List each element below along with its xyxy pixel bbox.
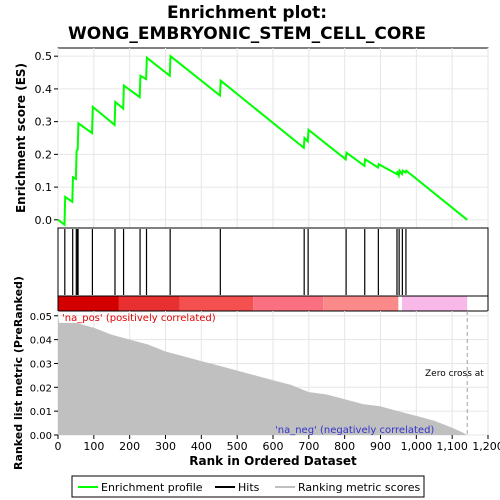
es-y-tick-label-1: 0.1: [35, 181, 53, 194]
color-bar-segment-0: [58, 296, 119, 311]
x-tick-label-0: 0: [55, 440, 62, 453]
x-tick-label-9: 900: [370, 440, 391, 453]
chart-title-line1: Enrichment plot:: [167, 3, 327, 23]
color-bar-segment-5: [398, 296, 402, 311]
metric-y-tick-label-2: 0.02: [30, 383, 52, 394]
metric-y-tick-label-1: 0.01: [30, 407, 52, 418]
color-bar-segment-2: [179, 296, 254, 311]
x-tick-label-3: 300: [155, 440, 176, 453]
es-grid: [57, 48, 489, 228]
metric-y-tick-label-4: 0.04: [30, 336, 52, 347]
es-y-ticks: 0.0 0.1 0.2 0.3 0.4 0.5: [35, 50, 58, 227]
negative-correlation-label: 'na_neg' (negatively correlated): [275, 425, 434, 436]
zero-cross-label: Zero cross at: [425, 369, 484, 379]
hit-lines: [64, 229, 407, 295]
es-y-tick-label-5: 0.5: [35, 50, 53, 63]
x-tick-label-7: 700: [298, 440, 319, 453]
color-bar-segment-1: [118, 296, 180, 311]
x-tick-label-1: 100: [83, 440, 104, 453]
metric-panel: 'na_pos' (positively correlated) 'na_neg…: [12, 276, 500, 470]
metric-y-axis-label: Ranked list metric (PreRanked): [12, 276, 25, 470]
legend-label-hits: Hits: [238, 481, 260, 494]
legend-frame: [71, 475, 425, 498]
metric-y-tick-label-0: 0.00: [30, 431, 52, 442]
metric-y-ticks: 0.00 0.01 0.02 0.03 0.04 0.05: [30, 312, 58, 442]
legend-label-enrichment-profile: Enrichment profile: [101, 481, 203, 494]
ranking-metric-area: [58, 315, 468, 435]
metric-y-tick-label-3: 0.03: [30, 359, 52, 370]
x-tick-label-4: 400: [191, 440, 212, 453]
x-tick-label-6: 600: [263, 440, 284, 453]
positive-correlation-label: 'na_pos' (positively correlated): [62, 313, 216, 324]
x-axis-label: Rank in Ordered Dataset: [189, 454, 357, 468]
legend: Enrichment profile Hits Ranking metric s…: [71, 475, 425, 498]
metric-x-ticks: 0 100 200 300 400 500 600 700 800 900 1,000 1,100 1,…: [55, 435, 500, 453]
x-tick-label-11: 1,100: [436, 440, 468, 453]
x-tick-label-5: 500: [227, 440, 248, 453]
hits-panel: [57, 227, 489, 297]
hits-panel-frame: [57, 227, 489, 297]
x-tick-label-10: 1,000: [401, 440, 433, 453]
es-panel: 0.0 0.1 0.2 0.3 0.4 0.5 Enrichment score (ES): [14, 47, 489, 229]
es-y-axis-label: Enrichment score (ES): [14, 63, 28, 213]
es-y-tick-label-0: 0.0: [35, 214, 53, 227]
legend-label-ranking-metric: Ranking metric scores: [298, 481, 420, 494]
x-tick-label-8: 800: [334, 440, 355, 453]
color-bar-segment-6: [402, 296, 468, 311]
chart-title-line2: WONG_EMBRYONIC_STEM_CELL_CORE: [68, 24, 426, 44]
es-y-tick-label-4: 0.4: [35, 83, 53, 96]
x-tick-label-12: 1,200: [472, 440, 500, 453]
rank-color-bar-panel: [57, 295, 489, 312]
es-y-tick-label-2: 0.2: [35, 148, 53, 161]
enrichment-profile-line: [57, 54, 468, 227]
es-y-tick-label-3: 0.3: [35, 116, 53, 129]
color-bar-segment-3: [253, 296, 324, 311]
color-bar-segment-4: [323, 296, 399, 311]
rank-color-bar: [58, 296, 468, 311]
x-tick-label-2: 200: [119, 440, 140, 453]
metric-y-tick-label-5: 0.05: [30, 312, 52, 323]
